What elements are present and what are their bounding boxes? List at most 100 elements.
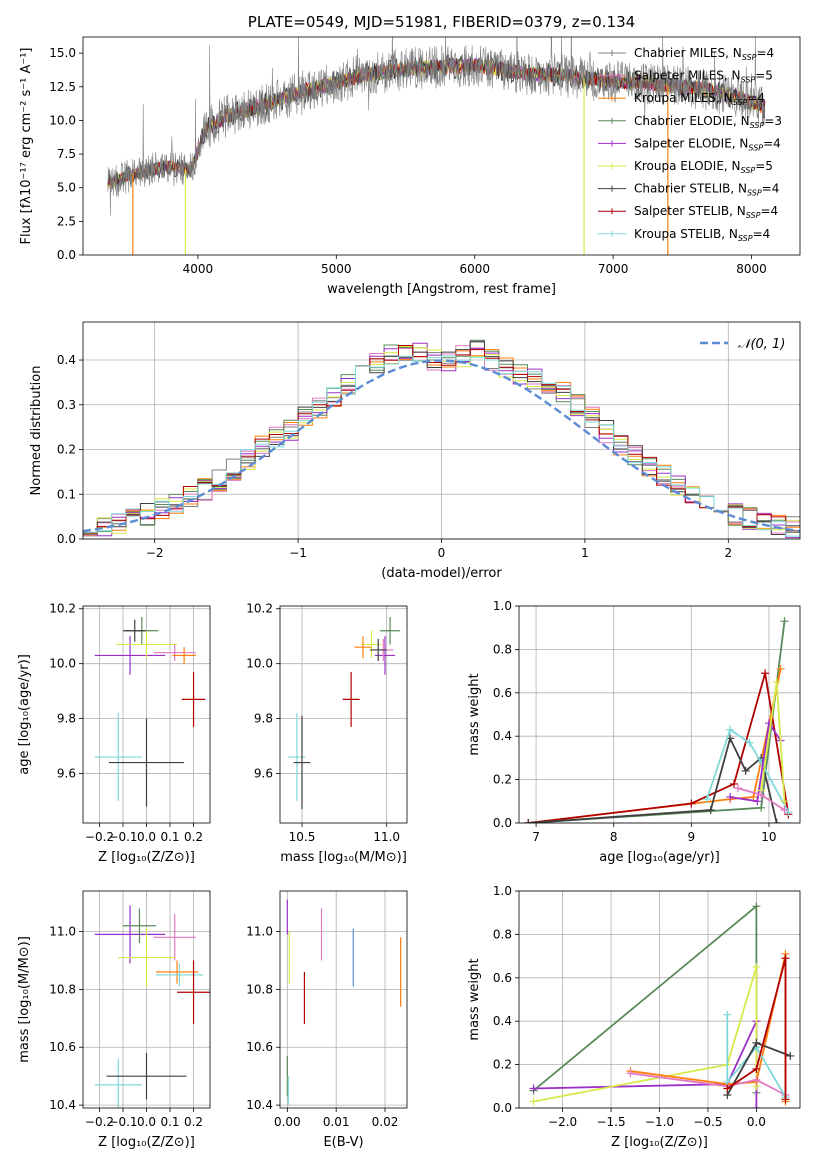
axes-frame	[518, 605, 801, 824]
y-tick-label: 10.2	[49, 602, 76, 616]
y-tick-label: 10.8	[49, 982, 76, 996]
normal-curve	[83, 359, 800, 533]
x-tick-label: 8000	[736, 262, 767, 276]
mass-weight-marker	[723, 1084, 732, 1093]
mass-weight-marker	[745, 738, 754, 747]
y-tick-label: 10.2	[246, 602, 273, 616]
spectrum-marks	[107, 37, 766, 255]
age_vs_z-marks	[94, 616, 206, 807]
legend-label: Chabrier ELODIE, NSSP=3	[634, 114, 782, 130]
x-tick-label: 9	[688, 830, 696, 844]
massweight_vs_z-marks	[529, 902, 795, 1108]
mass-weight-marker	[757, 803, 766, 812]
legend-label: Chabrier STELIB, NSSP=4	[634, 182, 779, 198]
mass-weight-marker	[702, 795, 711, 804]
y-axis-label: age [log₁₀(age/yr)]	[17, 654, 32, 775]
y-tick-label: 9.6	[57, 767, 76, 781]
y-tick-label: 0.2	[493, 1058, 512, 1072]
y-tick-label: 12.5	[49, 80, 76, 94]
x-axis-label: Z [log₁₀(Z/Z⊙)]	[611, 1135, 708, 1150]
legend-label: Chabrier MILES, NSSP=4	[634, 46, 774, 62]
x-tick-label: 0.2	[184, 830, 203, 844]
mass-weight-marker	[752, 902, 761, 911]
mass-weight-marker	[752, 1038, 761, 1047]
x-tick-label: 0.0	[137, 830, 156, 844]
y-axis-label: mass weight	[467, 673, 482, 755]
legend-label-sub: SSP	[746, 211, 761, 220]
legend-label-sub: SSP	[748, 143, 763, 152]
legend-label-main: Kroupa MILES, N	[634, 91, 733, 105]
axes-frame	[82, 36, 801, 256]
y-tick-label: 7.5	[57, 147, 76, 161]
legend-label: Kroupa MILES, NSSP=4	[634, 91, 765, 107]
legend-label-tail: =3	[764, 114, 782, 128]
x-tick-label: 0	[438, 546, 446, 560]
y-axis-label: Flux [fλ10⁻¹⁷ erg cm⁻² s⁻¹ A⁻¹]	[19, 48, 34, 245]
y-tick-label: 11.0	[246, 925, 273, 939]
mass-weight-marker	[781, 1095, 790, 1104]
axes-frame	[279, 890, 408, 1109]
legend-label: Salpeter STELIB, NSSP=4	[634, 204, 778, 220]
y-tick-label: 0.6	[493, 686, 512, 700]
x-tick-label: 11.0	[373, 830, 400, 844]
legend-label-tail: =5	[755, 69, 773, 83]
y-tick-label: 0.4	[493, 729, 512, 743]
age_vs_z-panel: −0.2−0.1 0.0 0.1 0.2 9.6 9.8 10.0 10.2 Z [log₁₀(…	[17, 602, 211, 865]
y-tick-label: 0.2	[493, 773, 512, 787]
y-tick-label: 15.0	[49, 46, 76, 60]
legend-label-tail: =4	[747, 91, 765, 105]
x-tick-label: 10.5	[289, 830, 316, 844]
x-tick-label: 7000	[598, 262, 629, 276]
mass-weight-marker	[726, 792, 735, 801]
y-tick-label: 9.8	[254, 712, 273, 726]
x-axis-label: Z [log₁₀(Z/Z⊙)]	[98, 850, 195, 865]
spectrum-panel: 4000 5000 6000 7000 8000 0.0 2.5 5.0 7.5 10.0 12.5…	[19, 13, 801, 297]
mass-weight-line	[528, 621, 786, 823]
x-tick-label: −0.1	[108, 830, 137, 844]
x-tick-label: 0.1	[160, 1115, 179, 1129]
y-tick-label: 0.8	[493, 642, 512, 656]
y-tick-label: 0.3	[57, 398, 76, 412]
y-tick-label: 0.0	[493, 1101, 512, 1115]
y-tick-label: 0.6	[493, 971, 512, 985]
y-tick-label: 1.0	[493, 599, 512, 613]
y-tick-label: 10.8	[246, 982, 273, 996]
y-tick-label: 9.8	[57, 712, 76, 726]
mass-weight-marker	[706, 805, 715, 814]
mass_vs_z-panel: −0.2−0.1 0.0 0.1 0.2 10.4 10.6 10.8 11.0 Z [log₁…	[17, 890, 211, 1150]
massweight_vs_age-panel: 7 8 9 10 0.0 0.2 0.4 0.6 0.8 1.0 age [log₁₀(age/yr…	[467, 599, 801, 865]
y-tick-label: 0.4	[493, 1014, 512, 1028]
mass-weight-marker	[726, 725, 735, 734]
x-axis-label: E(B-V)	[323, 1135, 363, 1150]
chart-title: PLATE=0549, MJD=51981, FIBERID=0379, z=0…	[248, 13, 635, 31]
x-tick-label: 0.02	[372, 1115, 399, 1129]
legend-label-tail: =4	[760, 204, 778, 218]
x-tick-label: −2	[146, 546, 164, 560]
legend-label-main: Salpeter STELIB, N	[634, 204, 746, 218]
x-tick-label: 6000	[459, 262, 490, 276]
y-tick-label: 0.0	[493, 816, 512, 830]
x-tick-label: 0.0	[137, 1115, 156, 1129]
mass-weight-marker	[776, 664, 785, 673]
massweight_vs_age-marks	[524, 617, 793, 823]
spectrum-line	[107, 37, 766, 216]
mass-weight-marker	[780, 805, 789, 814]
legend-label-sub: SSP	[747, 189, 762, 198]
mass-weight-marker	[752, 962, 761, 971]
y-axis-label: mass weight	[467, 958, 482, 1040]
y-tick-label: 11.0	[49, 925, 76, 939]
y-tick-label: 0.0	[57, 248, 76, 262]
mass_vs_ebv-panel: 0.00 0.01 0.02 10.4 10.6 10.8 11.0 E(B-V)	[246, 890, 408, 1150]
x-tick-label: 0.2	[184, 1115, 203, 1129]
x-tick-label: −1.5	[596, 1115, 625, 1129]
legend-label-sub: SSP	[741, 166, 756, 175]
mass-weight-marker	[741, 766, 750, 775]
y-axis-label: mass [log₁₀(M/M⊙)]	[17, 936, 32, 1063]
legend-label: 𝒩(0, 1)	[738, 337, 785, 352]
legend-label-sub: SSP	[738, 234, 753, 243]
y-tick-label: 0.8	[493, 927, 512, 941]
legend-label-tail: =4	[753, 227, 771, 241]
axes-frame	[279, 605, 408, 824]
